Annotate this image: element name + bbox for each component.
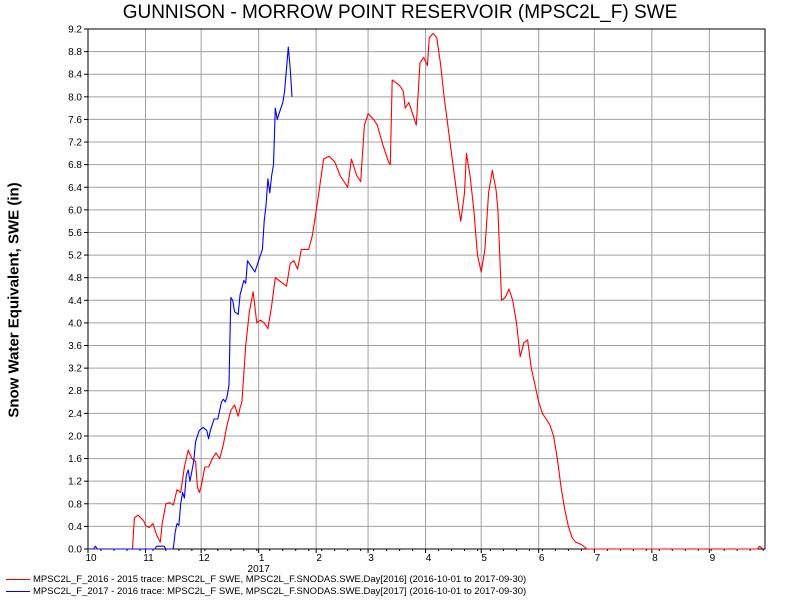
tick-labels: 0.0 0.4 0.8 1.2 1.6 2.0 2.4 2.8 3.2 3.6 4.0 4.4 4.8 5… <box>68 25 715 576</box>
y-tick-label: 0.8 <box>68 499 82 510</box>
chart-title: GUNNISON - MORROW POINT RESERVOIR (MPSC2… <box>122 2 678 23</box>
x-tick-label: 7 <box>595 553 601 564</box>
series-lines <box>88 32 764 550</box>
series-line-0 <box>88 32 764 550</box>
x-tick-label: 4 <box>426 553 432 564</box>
y-tick-label: 4.4 <box>68 296 82 307</box>
y-tick-label: 3.6 <box>68 341 82 352</box>
y-tick-label: 3.2 <box>68 364 82 375</box>
x-tick-label: 12 <box>199 553 211 564</box>
x-tick-label: 10 <box>85 553 97 564</box>
y-tick-label: 8.8 <box>68 47 82 58</box>
legend-swatch-red <box>6 578 30 580</box>
legend-label-2016: MPSC2L_F_2016 - 2015 trace: MPSC2L_F SWE… <box>33 574 527 585</box>
axes <box>84 28 766 553</box>
y-tick-label: 2.0 <box>68 431 82 442</box>
x-tick-label: 11 <box>143 553 154 564</box>
y-tick-label: 6.4 <box>68 183 82 194</box>
y-tick-label: 7.2 <box>68 138 82 149</box>
y-tick-label: 0.4 <box>68 522 82 533</box>
y-tick-label: 6.0 <box>68 205 82 216</box>
legend-swatch-blue <box>6 590 30 592</box>
x-tick-label: 2 <box>316 553 322 564</box>
legend-label-2017: MPSC2L_F_2017 - 2016 trace: MPSC2L_F SWE… <box>33 586 527 597</box>
y-tick-label: 6.8 <box>68 160 82 171</box>
legend-entry-2017: MPSC2L_F_2017 - 2016 trace: MPSC2L_F SWE… <box>6 586 526 598</box>
x-tick-label: 3 <box>368 553 374 564</box>
x-year-label: 2017 <box>248 564 271 575</box>
y-tick-label: 2.8 <box>68 386 82 397</box>
y-tick-label: 0.0 <box>68 545 82 556</box>
y-tick-label: 4.8 <box>68 273 82 284</box>
y-tick-label: 8.4 <box>68 70 82 81</box>
y-tick-label: 9.2 <box>68 25 82 36</box>
y-tick-label: 5.2 <box>68 251 82 262</box>
x-tick-label: 1 <box>259 553 265 564</box>
y-tick-label: 1.2 <box>68 477 82 488</box>
plot-frame <box>87 28 766 550</box>
y-tick-label: 5.6 <box>68 228 82 239</box>
legend-entry-2016: MPSC2L_F_2016 - 2015 trace: MPSC2L_F SWE… <box>6 574 526 586</box>
series-line-1 <box>88 46 293 550</box>
x-tick-label: 9 <box>710 553 716 564</box>
y-tick-label: 7.6 <box>68 115 82 126</box>
grid-lines <box>88 28 765 549</box>
y-tick-label: 8.0 <box>68 92 82 103</box>
x-tick-label: 6 <box>539 553 545 564</box>
y-tick-label: 4.0 <box>68 318 82 329</box>
y-tick-label: 2.4 <box>68 409 82 420</box>
x-tick-label: 8 <box>652 553 658 564</box>
x-tick-label: 5 <box>481 553 487 564</box>
y-tick-label: 1.6 <box>68 454 82 465</box>
